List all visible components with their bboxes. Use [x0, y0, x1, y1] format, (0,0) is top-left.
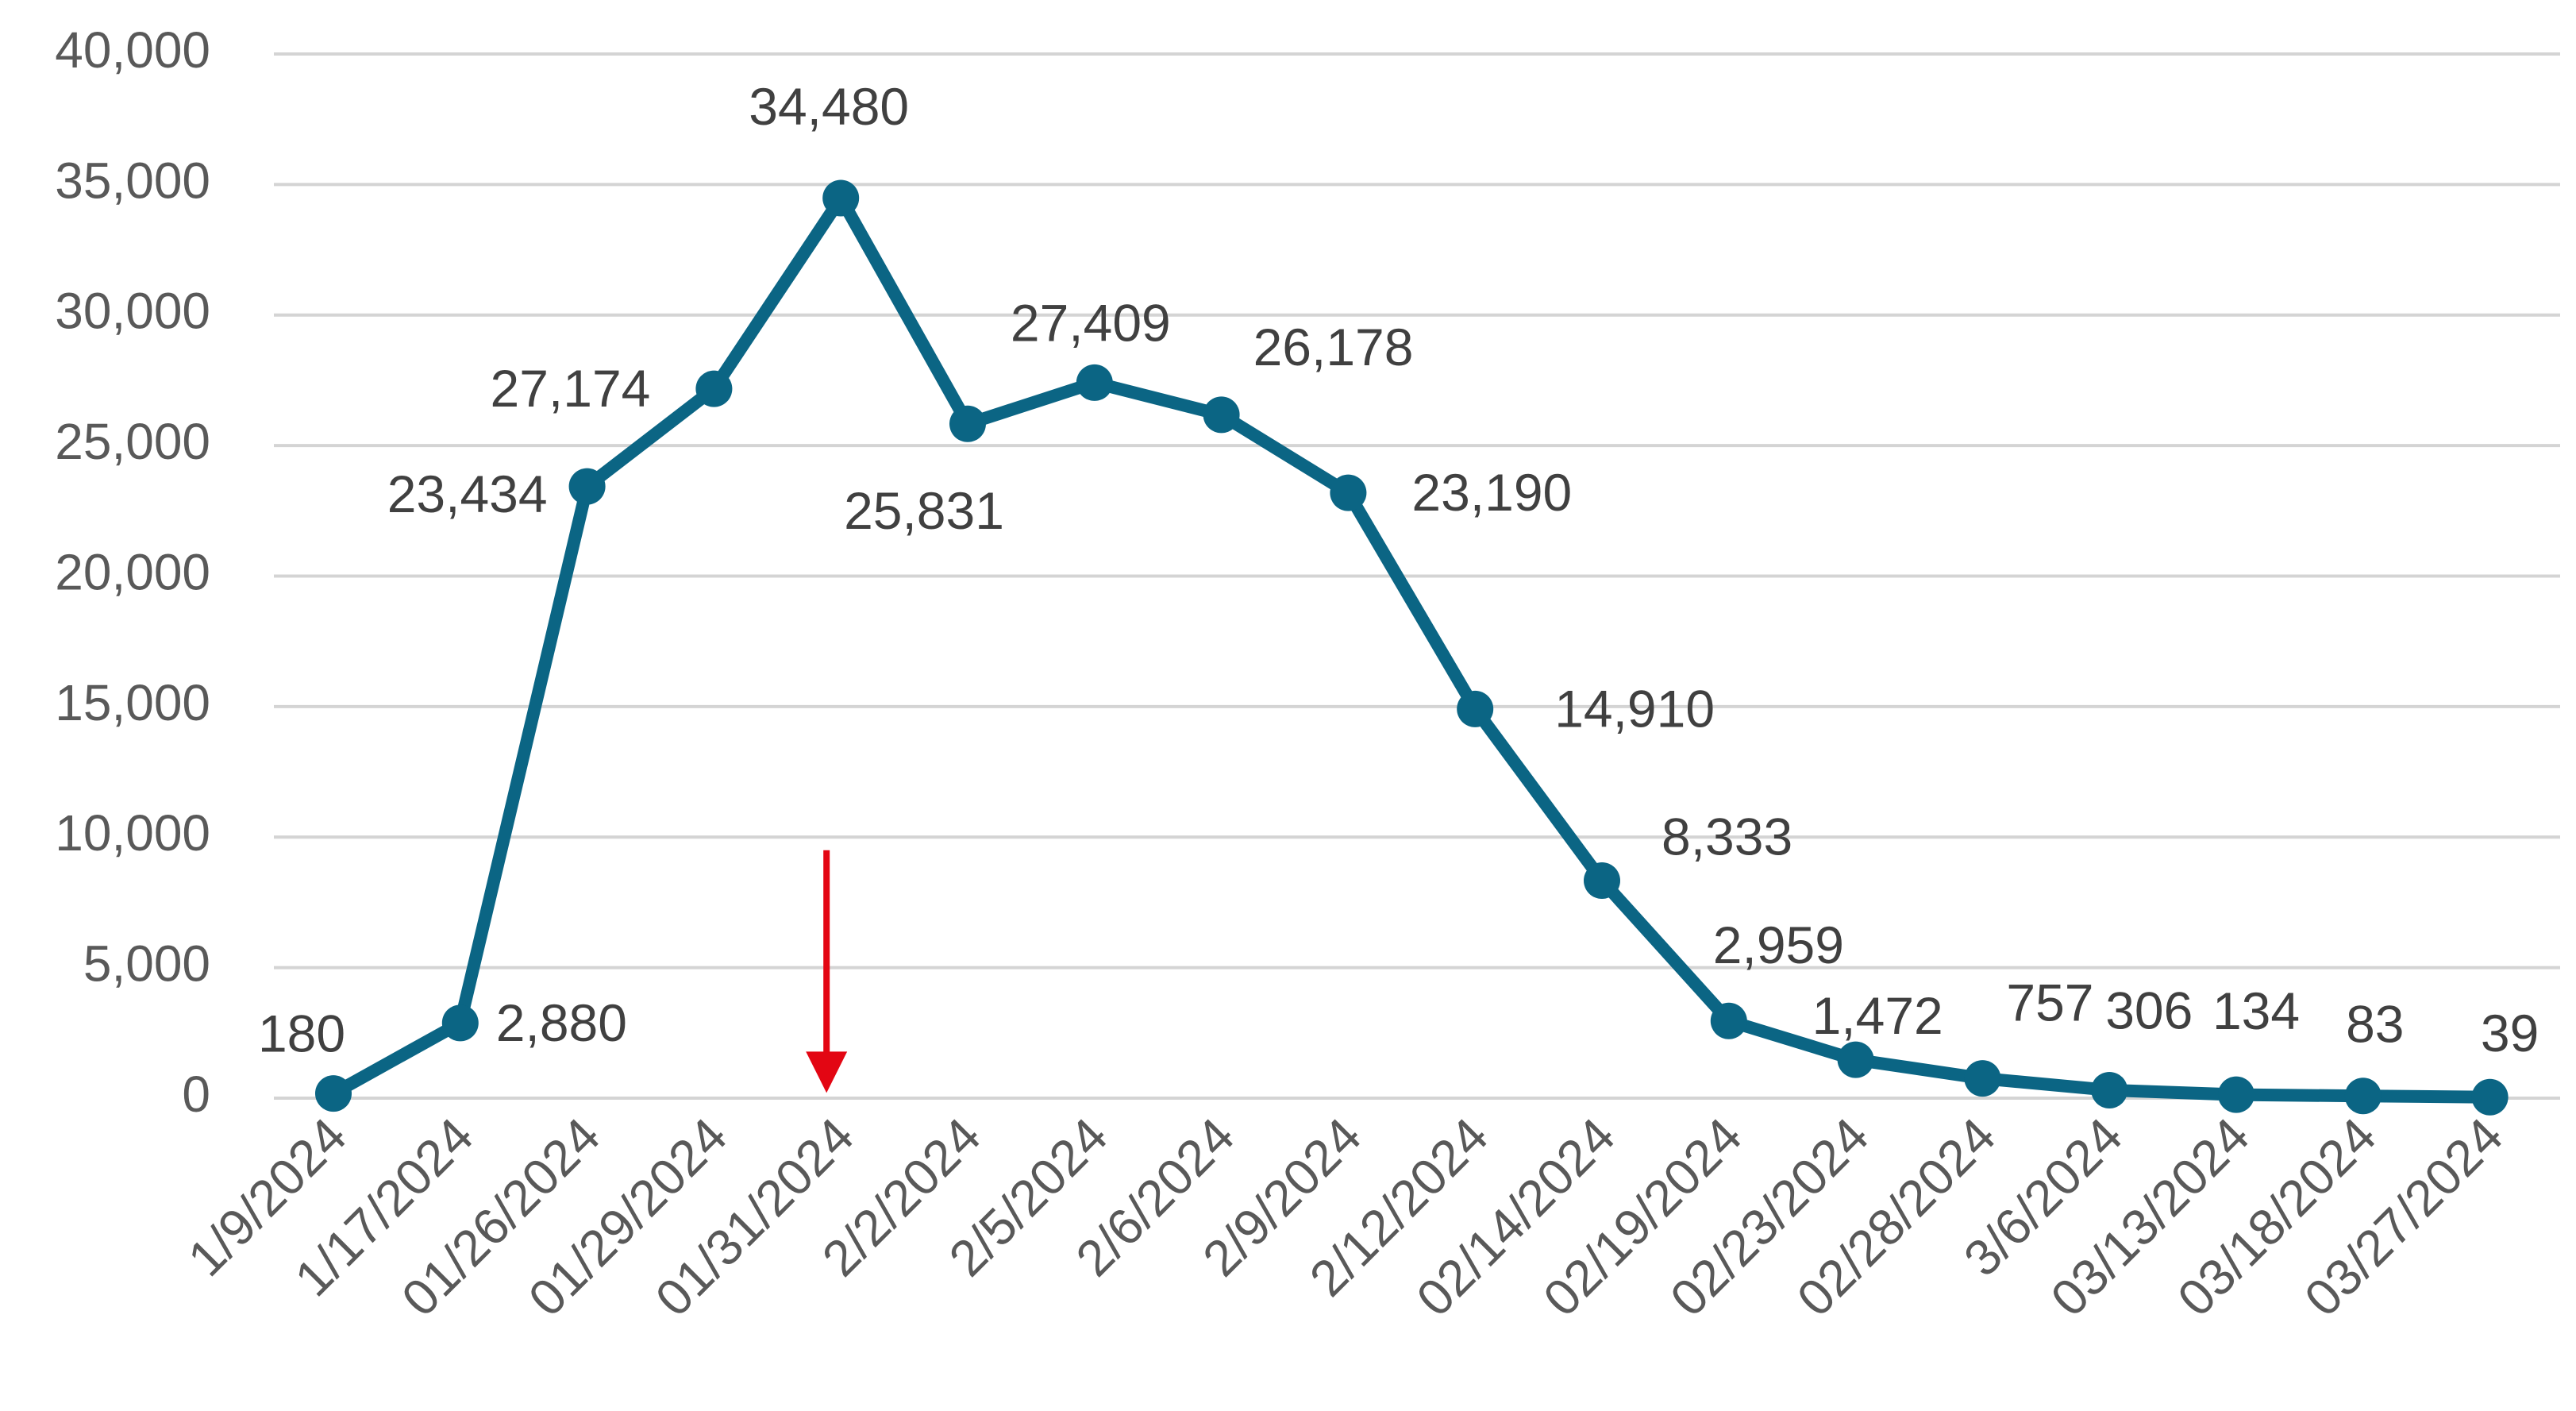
data-point	[2471, 1078, 2509, 1116]
data-point	[1076, 364, 1113, 401]
y-tick-label: 0	[182, 1066, 210, 1123]
y-tick-label: 5,000	[83, 935, 210, 993]
annotations	[806, 850, 848, 1093]
data-label: 34,480	[749, 77, 909, 136]
data-point	[568, 468, 606, 505]
data-point	[1964, 1060, 2001, 1097]
data-label: 26,178	[1253, 318, 1414, 376]
y-tick-label: 40,000	[55, 21, 210, 79]
data-label: 25,831	[844, 481, 1004, 540]
data-label: 27,409	[1011, 293, 1171, 352]
x-axis: 1/9/20241/17/202401/26/202401/29/202401/…	[177, 1107, 2514, 1327]
data-point	[1457, 690, 1494, 727]
y-axis: 0 5,000 10,000 15,000 20,000 25,000 30,000 35,0…	[55, 21, 210, 1123]
series	[315, 179, 2509, 1116]
y-tick-label: 10,000	[55, 804, 210, 862]
data-label: 23,434	[387, 465, 548, 523]
y-tick-label: 25,000	[55, 413, 210, 470]
data-label: 134	[2212, 981, 2300, 1040]
y-tick-label: 15,000	[55, 674, 210, 731]
y-tick-label: 30,000	[55, 283, 210, 340]
data-point	[2218, 1076, 2254, 1113]
data-label: 2,959	[1713, 916, 1844, 974]
data-labels: 180 2,880 23,434 27,174 34,480 25,831 27,409 26…	[258, 77, 2539, 1063]
data-point	[1330, 474, 1367, 511]
data-point	[822, 179, 860, 217]
data-point	[1710, 1002, 1747, 1039]
y-tick-label: 35,000	[55, 152, 210, 209]
data-label: 1,472	[1812, 986, 1943, 1045]
data-label: 2,880	[496, 993, 627, 1052]
data-point	[2091, 1071, 2128, 1108]
data-point	[949, 405, 986, 442]
data-label: 23,190	[1411, 463, 1572, 522]
data-label: 14,910	[1554, 679, 1715, 738]
data-label: 8,333	[1662, 807, 1792, 865]
data-point	[695, 370, 733, 407]
data-label: 27,174	[491, 359, 651, 418]
data-label: 83	[2346, 995, 2404, 1054]
data-point	[1203, 396, 1240, 434]
annotation-arrow-head	[806, 1051, 848, 1093]
data-label: 180	[258, 1004, 345, 1063]
series-line	[327, 191, 2497, 1104]
data-point	[315, 1075, 352, 1112]
data-label: 757	[2006, 973, 2093, 1032]
data-point	[1837, 1041, 1874, 1078]
data-label: 306	[2105, 981, 2193, 1039]
data-label: 39	[2481, 1004, 2539, 1062]
data-point	[2344, 1078, 2382, 1115]
y-tick-label: 20,000	[55, 543, 210, 600]
data-point	[441, 1004, 479, 1042]
data-point	[1584, 862, 1620, 900]
grid	[274, 52, 2560, 1100]
